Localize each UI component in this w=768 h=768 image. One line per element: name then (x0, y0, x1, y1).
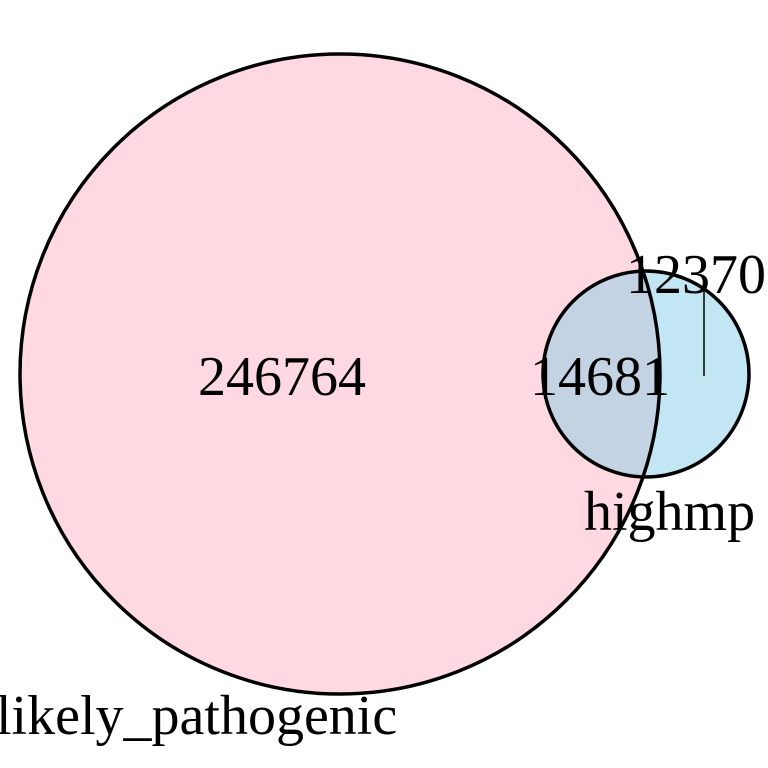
set-label-highmp: highmp (584, 481, 755, 543)
set-highmp-outline (541, 269, 751, 479)
set-label-likely-pathogenic: likely_pathogenic (0, 685, 397, 747)
set-likely-pathogenic-outline (18, 52, 662, 696)
intersection-region (543, 271, 660, 477)
intersection-count: 14681 (530, 346, 670, 408)
likely-pathogenic-only-count: 246764 (198, 346, 366, 408)
set-likely-pathogenic-circle (20, 54, 660, 694)
highmp-only-count: 12370 (626, 244, 766, 306)
